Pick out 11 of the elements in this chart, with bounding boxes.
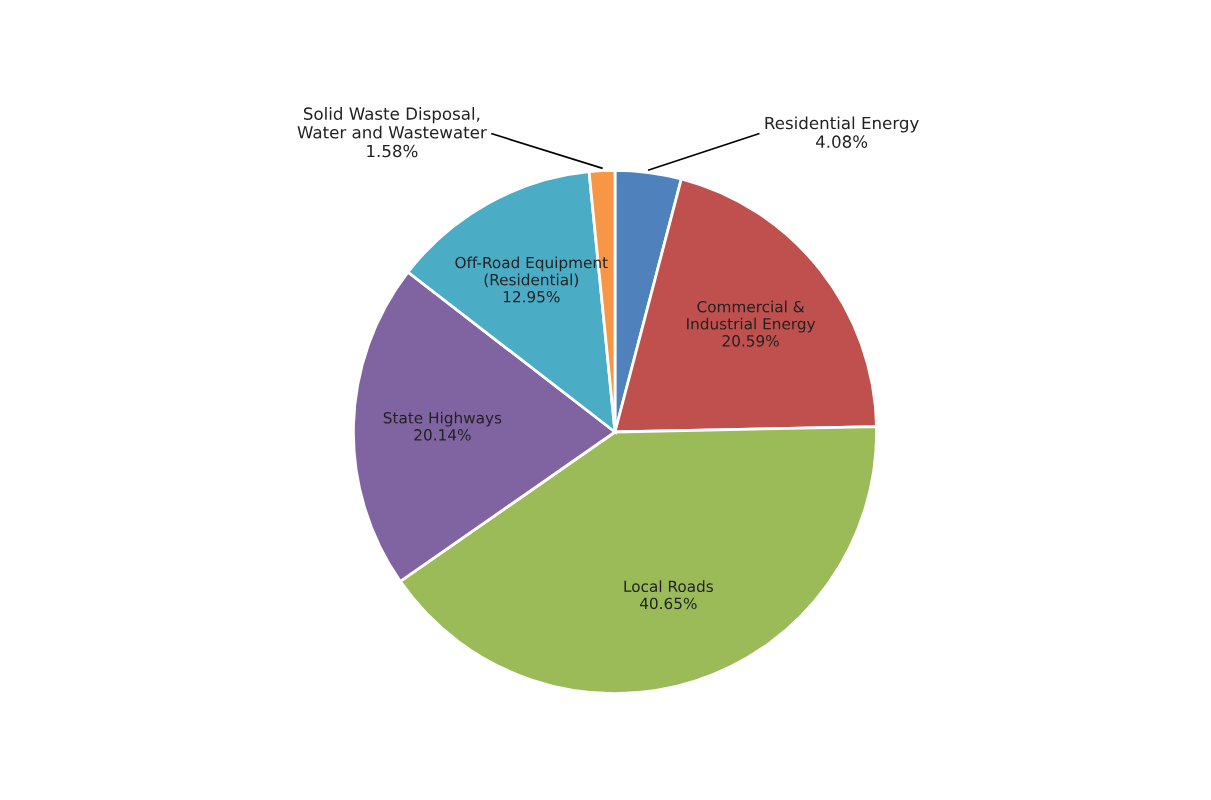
slice-label: Local Roads <box>624 580 713 593</box>
slice-label: Commercial & Industrial Energy <box>687 300 816 333</box>
data-label: 12.95% <box>503 290 560 303</box>
data-label: 1.58% <box>367 144 418 158</box>
data-label: 20.59% <box>722 335 779 347</box>
data-label: 4.08% <box>815 135 868 148</box>
slice-label: Solid Waste Disposal, Water and Wastewater <box>297 107 487 139</box>
slice-label: State Highways <box>383 411 502 427</box>
slice-label: Residential Energy <box>765 116 919 133</box>
data-label: 20.14% <box>414 429 471 441</box>
data-label: 40.65% <box>639 597 697 610</box>
